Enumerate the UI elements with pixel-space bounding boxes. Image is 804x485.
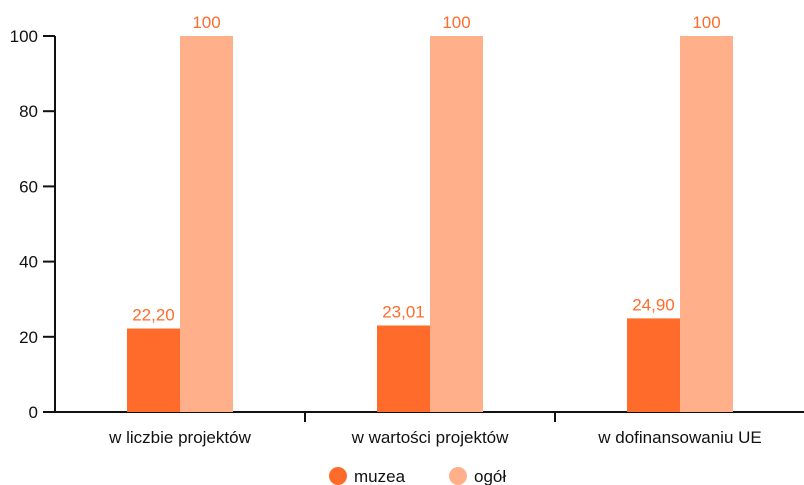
data-label: 22,20 bbox=[132, 306, 175, 325]
legend-label: ogół bbox=[474, 467, 506, 485]
y-tick-label: 80 bbox=[19, 102, 38, 121]
data-label: 100 bbox=[442, 13, 470, 32]
data-label: 100 bbox=[192, 13, 220, 32]
y-tick-label: 20 bbox=[19, 328, 38, 347]
y-tick-label: 0 bbox=[29, 403, 38, 422]
bar-muzea bbox=[627, 318, 680, 412]
x-category-label: w liczbie projektów bbox=[108, 428, 251, 447]
data-label: 100 bbox=[692, 13, 720, 32]
data-label: 23,01 bbox=[382, 302, 425, 321]
bars bbox=[127, 36, 733, 412]
bar-ogół bbox=[430, 36, 483, 412]
data-label: 24,90 bbox=[632, 295, 675, 314]
y-tick-label: 60 bbox=[19, 177, 38, 196]
legend: muzea ogół bbox=[329, 467, 506, 485]
legend-label: muzea bbox=[354, 467, 406, 485]
bar-muzea bbox=[127, 328, 180, 412]
y-tick-label: 40 bbox=[19, 253, 38, 272]
x-category-label: w dofinansowaniu UE bbox=[597, 428, 761, 447]
y-tick-label: 100 bbox=[10, 27, 38, 46]
y-axis: 0 20 40 60 80 100 bbox=[10, 27, 56, 422]
legend-swatch bbox=[329, 467, 347, 485]
bar-ogół bbox=[680, 36, 733, 412]
bar-ogół bbox=[180, 36, 233, 412]
bar-muzea bbox=[377, 325, 430, 412]
data-labels: 22,20 23,01 24,90 100 100 100 bbox=[132, 13, 720, 325]
x-axis: w liczbie projektów w wartości projektów w… bbox=[55, 411, 804, 447]
legend-swatch bbox=[449, 467, 467, 485]
x-category-label: w wartości projektów bbox=[351, 428, 510, 447]
